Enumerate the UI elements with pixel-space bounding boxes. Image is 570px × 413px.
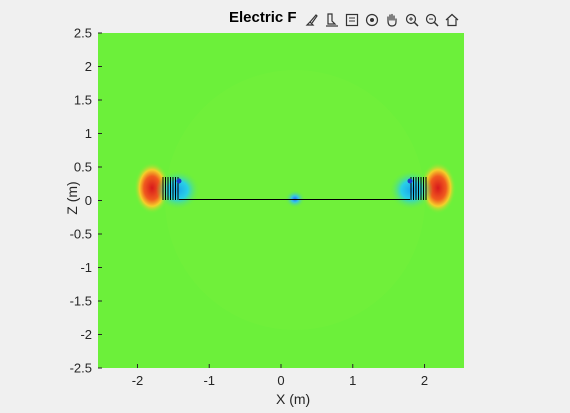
x-tick-label: -1 xyxy=(203,373,215,388)
y-tick-label: 1 xyxy=(85,126,92,141)
y-axis: 2.5 2 1.5 1 0.5 0 -0.5 -1 -1.5 -2 -2.5 xyxy=(70,26,102,376)
x-axis-label: X (m) xyxy=(276,391,311,407)
left-coil xyxy=(162,177,182,200)
y-tick-label: 0 xyxy=(85,193,92,208)
y-tick-label: -0.5 xyxy=(70,227,92,242)
y-tick-label: 1.5 xyxy=(74,93,92,108)
x-tick-label: 2 xyxy=(421,373,428,388)
plot-title: Electric F xyxy=(229,9,297,26)
coil-feed-point xyxy=(407,178,413,184)
y-axis-label: Z (m) xyxy=(64,181,80,215)
y-tick-label: -1.5 xyxy=(70,294,92,309)
legend-icon[interactable] xyxy=(343,10,361,30)
y-tick-label: 0.5 xyxy=(74,160,92,175)
zoom-out-icon[interactable] xyxy=(423,10,441,30)
brush-icon[interactable] xyxy=(303,10,321,30)
y-tick-label: -2.5 xyxy=(70,361,92,376)
right-coil xyxy=(407,177,427,200)
y-tick-label: -2 xyxy=(80,327,92,342)
axes-toolbar xyxy=(303,9,461,31)
data-tips-icon[interactable] xyxy=(323,10,341,30)
y-tick-label: 2 xyxy=(85,59,92,74)
x-axis: -2 -1 0 1 2 xyxy=(132,364,428,388)
y-tick-label: -1 xyxy=(80,260,92,275)
rotate-icon[interactable] xyxy=(363,10,381,30)
x-tick-label: 0 xyxy=(277,373,284,388)
home-icon[interactable] xyxy=(443,10,461,30)
zoom-in-icon[interactable] xyxy=(403,10,421,30)
pan-hand-icon[interactable] xyxy=(383,10,401,30)
coil-feed-point xyxy=(176,178,182,184)
x-tick-label: 1 xyxy=(349,373,356,388)
x-tick-label: -2 xyxy=(132,373,144,388)
field-heatmap xyxy=(98,33,464,368)
y-tick-label: 2.5 xyxy=(74,26,92,41)
